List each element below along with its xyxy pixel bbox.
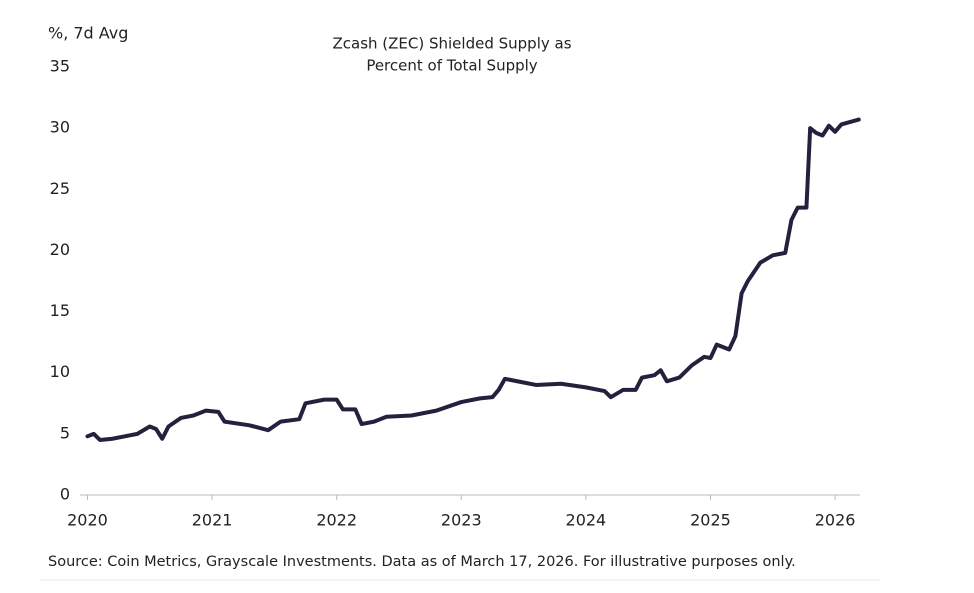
source-note: Source: Coin Metrics, Grayscale Investme… [48, 554, 796, 570]
x-tick-label: 2022 [316, 511, 357, 530]
x-tick-label: 2020 [67, 511, 108, 530]
x-tick-label: 2021 [192, 511, 233, 530]
y-tick-label: 25 [50, 179, 70, 198]
y-tick-label: 35 [50, 57, 70, 76]
chart-title: Zcash (ZEC) Shielded Supply as [332, 35, 571, 53]
x-tick-label: 2023 [441, 511, 482, 530]
chart-title: Percent of Total Supply [366, 57, 537, 75]
y-tick-label: 15 [50, 301, 70, 320]
x-tick-label: 2025 [690, 511, 731, 530]
x-tick-label: 2024 [566, 511, 607, 530]
y-axis-label: %, 7d Avg [48, 24, 128, 43]
y-tick-label: 5 [60, 423, 70, 442]
y-tick-label: 0 [60, 485, 70, 504]
y-tick-label: 10 [50, 362, 70, 381]
y-tick-label: 30 [50, 118, 70, 137]
y-tick-label: 20 [50, 240, 70, 259]
x-tick-label: 2026 [815, 511, 856, 530]
data-line [85, 117, 861, 442]
